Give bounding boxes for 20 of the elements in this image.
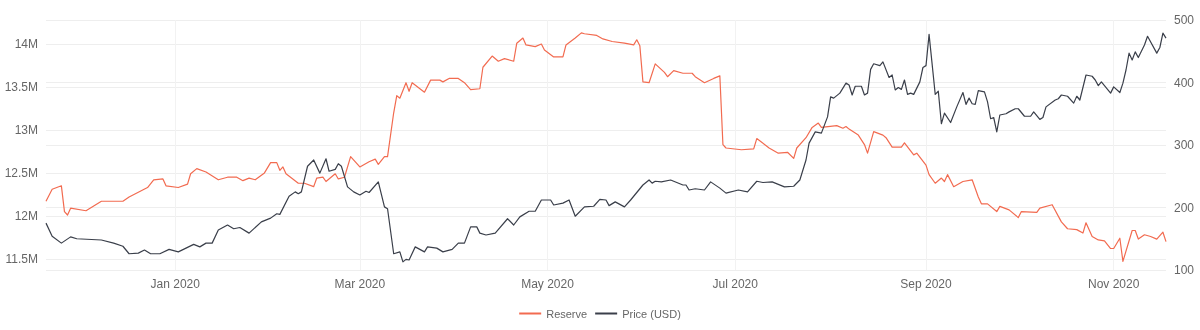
legend-label: Price (USD) <box>622 307 681 320</box>
y-tick-label: 14M <box>14 37 38 52</box>
y-tick-label: 13.5M <box>4 80 38 95</box>
x-tick-label: Mar 2020 <box>334 277 386 291</box>
y2-tick-label: 200 <box>1174 200 1195 215</box>
line-series <box>45 32 1167 263</box>
y-tick-label: 11.5M <box>5 251 38 266</box>
x-tick-label: Jan 2020 <box>150 277 201 291</box>
y2-tick-label: 500 <box>1174 13 1195 27</box>
x-tick-label: Jul 2020 <box>712 277 759 291</box>
y2-tick-label: 100 <box>1174 263 1195 277</box>
y2-tick-label: 400 <box>1174 75 1195 90</box>
x-tick-label: Nov 2020 <box>1088 277 1140 291</box>
x-tick-label: May 2020 <box>521 277 575 291</box>
y-tick-label: 12.5M <box>4 165 38 180</box>
x-tick-label: Sep 2020 <box>900 277 953 291</box>
y-tick-label: 13M <box>14 122 38 137</box>
legend-label: Reserve <box>546 307 588 320</box>
y2-tick-label: 300 <box>1174 138 1195 152</box>
y-tick-label: 12M <box>14 208 38 223</box>
